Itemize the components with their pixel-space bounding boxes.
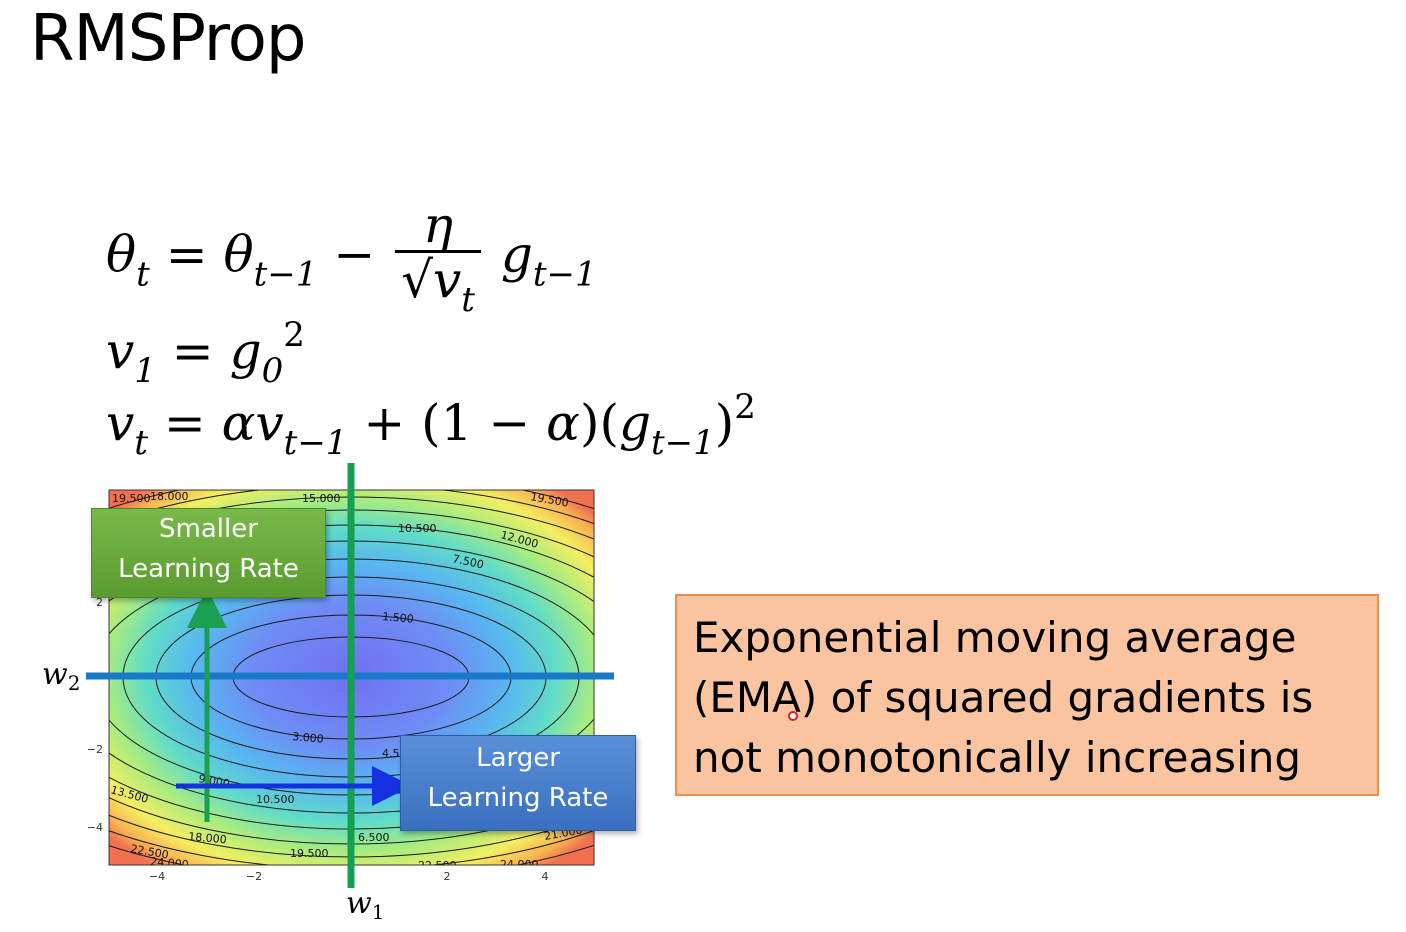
contour-label: 10.500 <box>256 793 295 806</box>
axis-ticks: −4 −2 2 4 2 −2 −4 <box>87 596 549 883</box>
callout-line: Smaller <box>159 514 258 544</box>
larger-learning-rate-callout: Larger Learning Rate <box>400 735 636 831</box>
theta-prev-var: θ <box>223 225 254 284</box>
contour-label: 18.000 <box>150 490 189 503</box>
theta-sub: t <box>136 254 150 295</box>
alpha-var: α <box>221 394 256 452</box>
v1-var: v <box>106 322 135 380</box>
x-tick: 2 <box>444 870 451 883</box>
contour-label: 24.000 <box>150 855 189 871</box>
contour-label: 3.000 <box>292 730 325 746</box>
equals-sign: = <box>165 225 208 284</box>
contour-figure: 19.500 18.000 15.000 10.500 12.000 7.500 19.50… <box>0 460 650 932</box>
vt-var: v <box>106 394 135 452</box>
equals-sign: = <box>163 394 206 452</box>
vt-sub: t <box>134 423 148 463</box>
v-sub: t <box>461 280 475 320</box>
theta-var: θ <box>106 225 137 284</box>
v1-sub: 1 <box>134 351 156 391</box>
g0-sub: 0 <box>261 351 284 391</box>
contour-label: 18.000 <box>188 830 227 846</box>
y-tick: −2 <box>87 743 103 756</box>
w2-axis-label: w2 <box>42 657 81 695</box>
contour-label: 24.000 <box>500 858 539 871</box>
update-equation: θt = θt−1 − η √vt gt−1 <box>106 200 597 317</box>
ema-equation: vt = αvt−1 + (1 − α)(gt−1)2 <box>106 390 756 460</box>
x-tick: 4 <box>542 870 549 883</box>
alpha-var-2: α <box>546 394 580 452</box>
ema-note-box: Exponential moving average (EMA) of squa… <box>675 594 1379 796</box>
y-tick: −4 <box>87 821 103 834</box>
plus-sign: + <box>363 394 406 452</box>
contour-label: 6.500 <box>358 831 390 844</box>
g-var: g <box>618 394 651 452</box>
contour-label: 1.500 <box>382 610 415 626</box>
grad-sub: t−1 <box>532 254 597 295</box>
slide-title: RMSProp <box>30 2 306 76</box>
grad-var: g <box>500 225 533 284</box>
contour-label: 4.5 <box>382 747 400 760</box>
eta-numerator: η <box>423 196 453 254</box>
contour-label: 7.500 <box>451 552 485 571</box>
theta-prev-sub: t−1 <box>253 254 318 295</box>
init-equation: v1 = g02 <box>106 318 305 388</box>
vprev-sub: t−1 <box>283 423 348 463</box>
fraction: η √vt <box>395 200 481 317</box>
sqrt-denominator: √vt <box>395 250 481 317</box>
callout-line: Learning Rate <box>118 554 299 584</box>
g-sub: t−1 <box>650 423 715 463</box>
pointer-cursor-icon <box>788 711 798 721</box>
x-tick: −4 <box>149 870 165 883</box>
square-sup: 2 <box>734 387 756 427</box>
g0-var: g <box>229 322 262 380</box>
callout-line: Learning Rate <box>427 783 609 813</box>
contour-label: 22.500 <box>418 859 457 872</box>
g0-sup: 2 <box>283 315 305 355</box>
contour-label: 15.000 <box>302 492 341 505</box>
sqrt-symbol: √ <box>401 251 433 309</box>
paren-close: )( <box>579 394 619 452</box>
equals-sign: = <box>171 322 214 380</box>
y-tick: 2 <box>96 596 103 609</box>
minus-sign: − <box>333 225 376 284</box>
contour-label: 10.500 <box>398 522 437 535</box>
paren-end: ) <box>714 394 735 452</box>
contour-label: 19.500 <box>112 492 151 505</box>
w1-axis-label: w1 <box>346 886 385 924</box>
vprev-var: v <box>255 394 284 452</box>
contour-label: 19.500 <box>290 847 329 860</box>
v-var: v <box>433 251 462 309</box>
smaller-learning-rate-callout: Smaller Learning Rate <box>91 508 326 598</box>
callout-line: Larger <box>476 743 560 773</box>
x-tick: −2 <box>246 870 262 883</box>
paren-open: (1 − <box>421 394 547 452</box>
